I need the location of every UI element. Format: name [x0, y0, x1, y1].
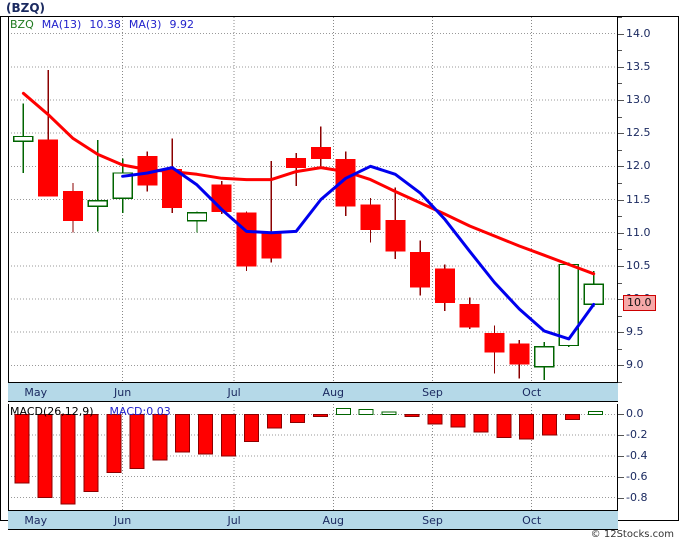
page-title: (BZQ) — [6, 1, 46, 15]
price-y-tick — [618, 199, 624, 201]
macd-chart-canvas — [8, 404, 618, 510]
price-month-label: Sep — [422, 386, 443, 399]
price-y-tick — [618, 299, 624, 300]
price-y-tick — [618, 100, 624, 101]
price-y-tick-label: 9.0 — [626, 358, 644, 372]
price-month-label: Jul — [227, 386, 241, 399]
price-y-tick-label: 12.5 — [626, 126, 651, 140]
legend-macd-value: MACD:0.03 — [109, 405, 171, 418]
price-y-minor-tick — [618, 50, 622, 52]
price-y-minor-tick — [618, 282, 622, 284]
price-month-label: May — [24, 386, 48, 399]
price-y-tick-label: 13.0 — [626, 93, 651, 106]
price-y-tick — [618, 33, 624, 35]
macd-y-tick-label: -0.8 — [626, 490, 648, 504]
price-y-tick — [618, 265, 624, 267]
price-y-minor-tick — [618, 116, 622, 118]
price-y-minor-tick — [618, 315, 622, 317]
price-y-minor-tick — [618, 149, 622, 151]
macd-month-label: Oct — [522, 514, 542, 527]
price-chart-canvas — [8, 17, 618, 382]
price-month-axis: May Jun Jul Aug Sep Oct — [8, 382, 618, 402]
price-y-minor-tick — [618, 182, 622, 184]
legend-symbol: BZQ — [10, 18, 34, 31]
copyright-footer: © 12Stocks.com — [590, 529, 674, 540]
macd-y-tick-label: 0.0 — [626, 407, 644, 421]
price-month-label: Oct — [522, 386, 542, 399]
price-y-tick — [618, 133, 624, 135]
macd-y-tick — [618, 456, 624, 457]
price-chart-panel[interactable] — [8, 17, 618, 382]
legend-ma3-value: 9.92 — [169, 18, 194, 31]
macd-legend: MACD(26,12,9) MACD:0.03 — [10, 405, 171, 418]
macd-chart-panel[interactable] — [8, 404, 618, 510]
macd-y-tick — [618, 414, 624, 416]
macd-month-label: Jun — [114, 514, 132, 527]
price-y-tick — [618, 332, 624, 334]
macd-month-axis: May Jun Jul Aug Sep Oct — [8, 510, 618, 530]
price-y-tick — [618, 365, 624, 367]
price-y-tick-label: 12.0 — [626, 159, 651, 173]
price-y-tick-label: 9.5 — [626, 325, 644, 339]
macd-month-label: May — [24, 514, 48, 527]
macd-y-tick-label: -0.2 — [626, 428, 648, 442]
price-month-label: Jun — [114, 386, 132, 399]
legend-ma13-label: MA(13) — [41, 18, 82, 31]
price-y-tick-label: 11.0 — [626, 225, 651, 239]
macd-month-label: Sep — [422, 514, 443, 527]
price-y-minor-tick — [618, 83, 622, 85]
price-month-label: Aug — [322, 386, 345, 399]
macd-month-label: Jul — [227, 514, 241, 527]
price-y-tick-label: 11.5 — [626, 192, 651, 206]
price-y-minor-tick — [618, 348, 622, 350]
macd-y-tick — [618, 435, 624, 437]
legend-macd-params: MACD(26,12,9) — [10, 405, 94, 418]
legend-ma13-value: 10.38 — [89, 18, 121, 31]
price-y-minor-tick — [618, 382, 622, 383]
macd-y-tick-label: -0.6 — [626, 469, 648, 483]
price-y-tick-label: 10.5 — [626, 258, 651, 272]
macd-y-tick-label: -0.4 — [626, 449, 648, 462]
price-y-minor-tick — [618, 249, 622, 251]
legend-ma3-label: MA(3) — [128, 18, 162, 31]
price-y-minor-tick — [618, 17, 622, 18]
price-y-tick-label: 14.0 — [626, 26, 651, 40]
macd-y-tick — [618, 497, 624, 499]
price-y-tick — [618, 66, 624, 68]
price-legend: BZQ MA(13) 10.38 MA(3) 9.92 — [10, 18, 194, 31]
price-y-tick — [618, 232, 624, 234]
price-y-minor-tick — [618, 216, 622, 218]
macd-y-tick — [618, 476, 624, 478]
current-price-tag: 10.0 — [623, 295, 656, 311]
price-y-tick-label: 13.5 — [626, 59, 651, 73]
price-y-tick — [618, 166, 624, 168]
macd-month-label: Aug — [322, 514, 345, 527]
